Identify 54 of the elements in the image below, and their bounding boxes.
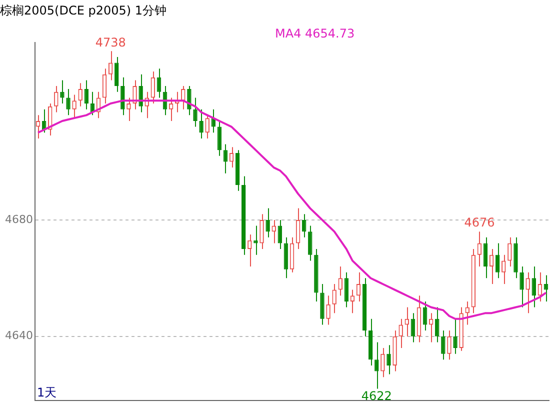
candlestick xyxy=(508,236,512,268)
candlestick xyxy=(344,272,349,308)
candlestick xyxy=(526,272,530,314)
candlestick xyxy=(374,342,379,390)
candlestick xyxy=(114,56,119,92)
candlestick xyxy=(187,86,192,116)
candlestick xyxy=(193,97,198,128)
candlestick xyxy=(410,312,416,343)
candlestick xyxy=(72,94,76,119)
candlestick xyxy=(36,114,40,139)
candlestick xyxy=(54,86,58,113)
candlestick xyxy=(502,254,506,284)
candlestick xyxy=(380,348,385,378)
candlestick xyxy=(332,283,336,314)
y-tick-label: 4680 xyxy=(5,212,33,226)
candlestick xyxy=(465,300,470,326)
candlestick xyxy=(78,82,82,107)
candlestick xyxy=(453,318,458,354)
candlestick xyxy=(386,344,391,375)
candlestick xyxy=(398,318,403,349)
candlestick xyxy=(138,74,143,113)
candlestick xyxy=(532,266,536,308)
candlestick xyxy=(181,86,186,110)
candlestick xyxy=(441,330,446,360)
candlestick xyxy=(338,266,342,296)
candlestick xyxy=(495,242,500,279)
annotation: 4622 xyxy=(361,388,392,403)
candlestick xyxy=(199,108,204,139)
candlestick xyxy=(326,295,330,326)
candlestick xyxy=(120,76,125,116)
candlestick xyxy=(66,88,70,116)
candlestick xyxy=(260,214,264,250)
candlestick xyxy=(477,231,482,268)
candlestick xyxy=(308,225,312,262)
candlestick xyxy=(205,114,210,139)
candlestick xyxy=(272,219,276,244)
candlestick xyxy=(266,208,270,238)
candlestick xyxy=(248,234,252,268)
candlestick xyxy=(60,80,64,104)
candlestick xyxy=(211,108,216,134)
y-tick-label: 4640 xyxy=(5,329,33,342)
candlestick xyxy=(126,97,131,122)
annotation: 1天 xyxy=(37,386,57,400)
candlestick xyxy=(447,330,452,360)
annotation: 4738 xyxy=(95,35,126,50)
candlestick xyxy=(520,266,524,308)
text: MA4 4654.73 xyxy=(275,26,355,41)
candlestick xyxy=(435,306,440,343)
chart-title: 棕榈2005(DCE p2005) 1分钟 xyxy=(0,3,167,18)
candlestick xyxy=(168,97,174,122)
candlestick xyxy=(483,236,488,279)
candlestick xyxy=(544,274,548,302)
candlestick xyxy=(350,289,355,314)
annotation: 4676 xyxy=(464,216,495,230)
